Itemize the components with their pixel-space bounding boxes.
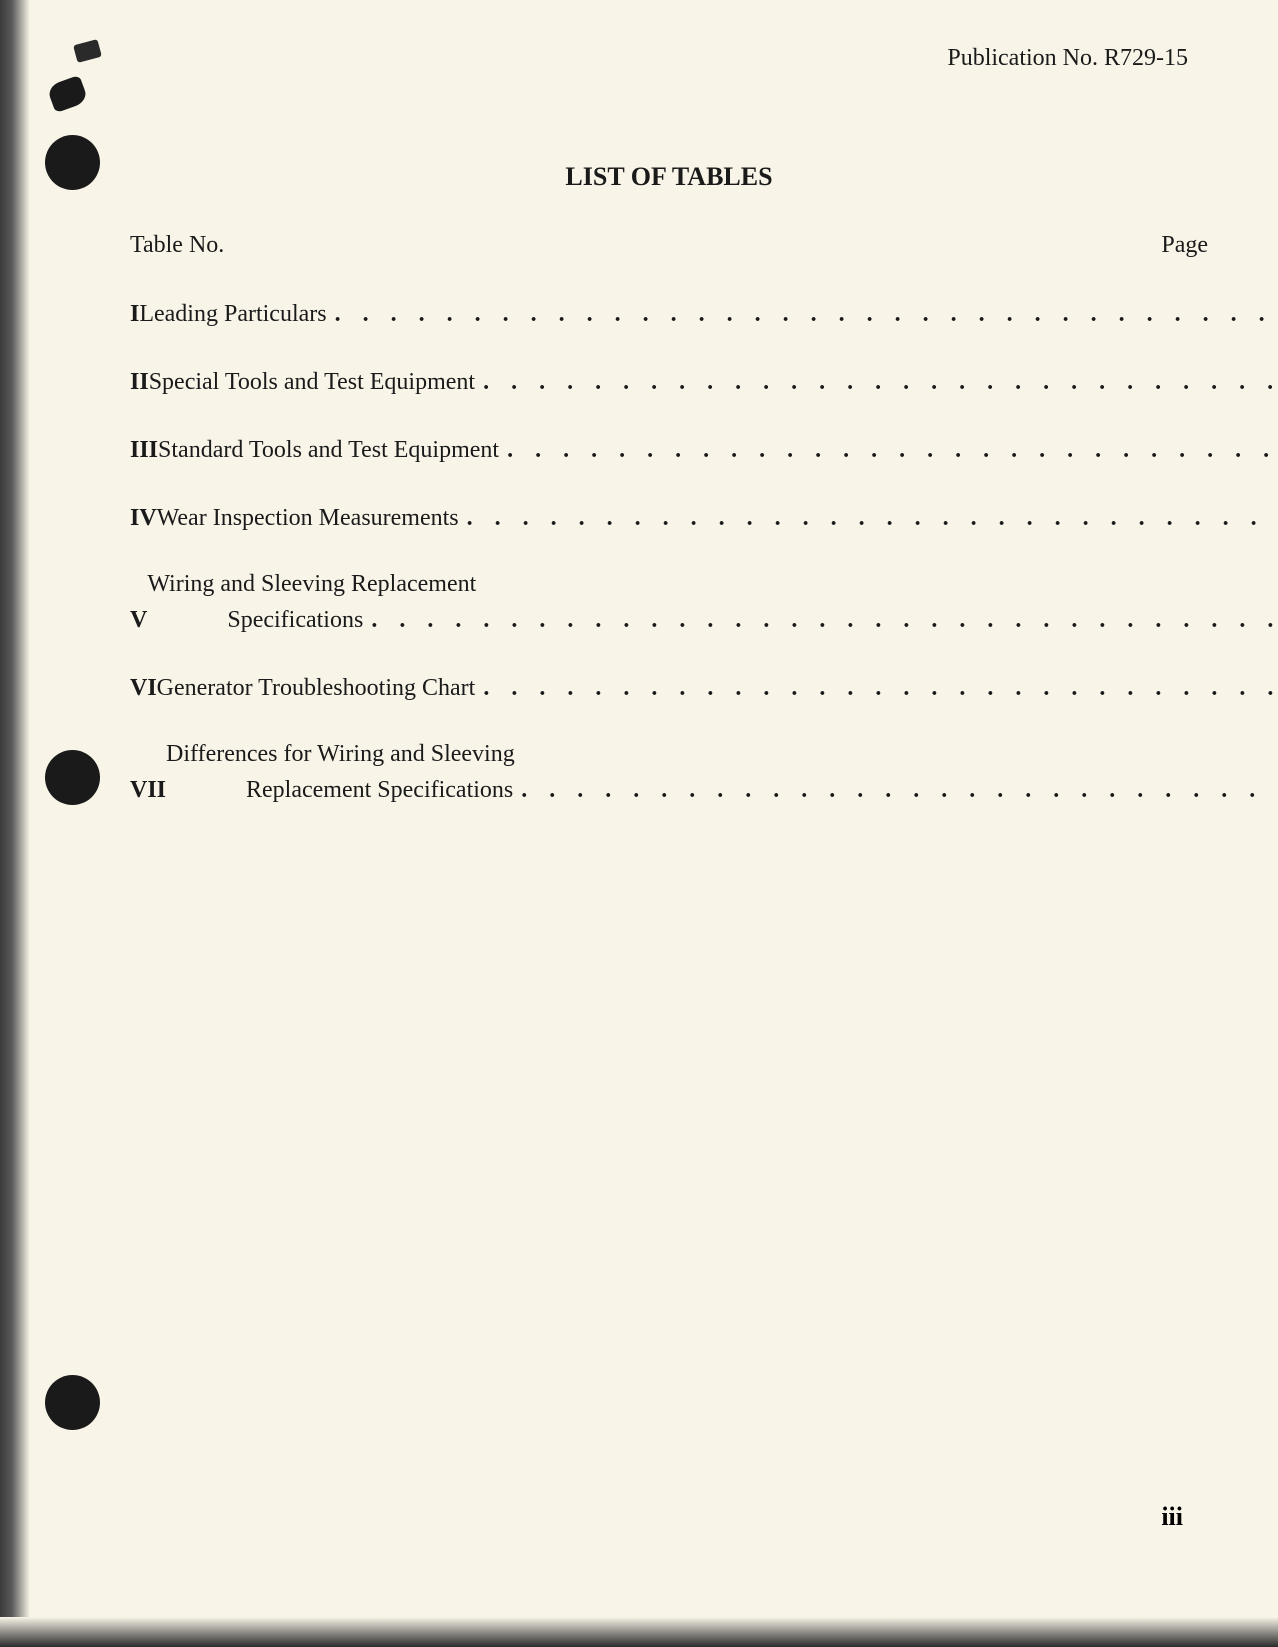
- document-content: Publication No. R729-15 LIST OF TABLES T…: [130, 45, 1208, 838]
- toc-entry-title-line: Differences for Wiring and Sleeving: [166, 736, 1278, 772]
- toc-entry-title-line: Special Tools and Test Equipment. . . . …: [149, 364, 1278, 400]
- toc-dot-leader: . . . . . . . . . . . . . . . . . . . . …: [483, 364, 1278, 400]
- toc-entry: ILeading Particulars. . . . . . . . . . …: [130, 294, 1208, 332]
- toc-entry-title-wrap: Wear Inspection Measurements. . . . . . …: [157, 500, 1278, 536]
- toc-dot-leader: . . . . . . . . . . . . . . . . . . . . …: [507, 432, 1278, 468]
- document-page: Publication No. R729-15 LIST OF TABLES T…: [0, 0, 1278, 1647]
- header-spacer: [310, 232, 1118, 259]
- toc-dot-leader: . . . . . . . . . . . . . . . . . . . . …: [371, 602, 1278, 638]
- scan-artifact-mark: [46, 75, 88, 113]
- toc-entry-title-wrap: Generator Troubleshooting Chart. . . . .…: [157, 670, 1278, 706]
- punch-hole-icon: [45, 750, 100, 805]
- toc-entry: VWiring and Sleeving ReplacementSpecific…: [130, 566, 1208, 638]
- toc-entry-number: VII: [130, 770, 166, 808]
- toc-dot-leader: . . . . . . . . . . . . . . . . . . . . …: [483, 670, 1278, 706]
- toc-dot-leader: . . . . . . . . . . . . . . . . . . . . …: [467, 500, 1278, 536]
- punch-hole-icon: [45, 135, 100, 190]
- toc-entry-title-text: Replacement Specifications: [246, 772, 521, 808]
- toc-entry-title-line: Specifications. . . . . . . . . . . . . …: [147, 602, 1278, 638]
- toc-entry: IISpecial Tools and Test Equipment. . . …: [130, 362, 1208, 400]
- toc-entry-title-text: Differences for Wiring and Sleeving: [166, 736, 523, 772]
- page-left-edge-shadow: [0, 0, 30, 1647]
- toc-entry-title-line: Leading Particulars. . . . . . . . . . .…: [139, 296, 1278, 332]
- toc-entry-number: V: [130, 600, 147, 638]
- toc-entry-number: I: [130, 294, 139, 332]
- toc-entry-number: IV: [130, 498, 157, 536]
- toc-entry-number: VI: [130, 668, 157, 706]
- toc-entry: IVWear Inspection Measurements. . . . . …: [130, 498, 1208, 536]
- toc-entry-title-wrap: Wiring and Sleeving ReplacementSpecifica…: [147, 566, 1278, 638]
- toc-entry: IIIStandard Tools and Test Equipment. . …: [130, 430, 1208, 468]
- toc-entry-title-wrap: Leading Particulars. . . . . . . . . . .…: [139, 296, 1278, 332]
- toc-entry-title-wrap: Special Tools and Test Equipment. . . . …: [149, 364, 1278, 400]
- toc-entry-title-line: Wiring and Sleeving Replacement: [147, 566, 1278, 602]
- list-of-tables-title: LIST OF TABLES: [130, 162, 1208, 192]
- toc-entry-title-text: Wear Inspection Measurements: [157, 500, 467, 536]
- toc-entry-title-text: Special Tools and Test Equipment: [149, 364, 483, 400]
- toc-entry: VIGenerator Troubleshooting Chart. . . .…: [130, 668, 1208, 706]
- toc-entry-title-text: Leading Particulars: [139, 296, 334, 332]
- scan-artifact-mark: [73, 39, 102, 63]
- toc-dot-leader: . . . . . . . . . . . . . . . . . . . . …: [335, 296, 1278, 332]
- header-table-no: Table No.: [130, 232, 310, 259]
- toc-entry-title-text: Specifications: [227, 602, 371, 638]
- toc-entry-title-text: Standard Tools and Test Equipment: [158, 432, 507, 468]
- toc-entry-title-text: Wiring and Sleeving Replacement: [147, 566, 484, 602]
- toc-dot-leader: . . . . . . . . . . . . . . . . . . . . …: [521, 772, 1278, 808]
- punch-hole-icon: [45, 1375, 100, 1430]
- toc-entry-title-line: Standard Tools and Test Equipment. . . .…: [158, 432, 1278, 468]
- publication-number: Publication No. R729-15: [130, 45, 1208, 72]
- toc-header-row: Table No. Page: [130, 232, 1208, 259]
- toc-entry-title-wrap: Differences for Wiring and SleevingRepla…: [166, 736, 1278, 808]
- page-number: iii: [1161, 1502, 1183, 1532]
- toc-list: ILeading Particulars. . . . . . . . . . …: [130, 294, 1208, 808]
- toc-entry-title-line: Replacement Specifications. . . . . . . …: [166, 772, 1278, 808]
- toc-entry-title-line: Generator Troubleshooting Chart. . . . .…: [157, 670, 1278, 706]
- toc-entry-number: II: [130, 362, 149, 400]
- page-bottom-edge-shadow: [0, 1617, 1278, 1647]
- toc-entry: VIIDifferences for Wiring and SleevingRe…: [130, 736, 1208, 808]
- toc-entry-title-wrap: Standard Tools and Test Equipment. . . .…: [158, 432, 1278, 468]
- toc-entry-title-text: Generator Troubleshooting Chart: [157, 670, 484, 706]
- header-page: Page: [1118, 232, 1208, 259]
- toc-entry-number: III: [130, 430, 158, 468]
- toc-entry-title-line: Wear Inspection Measurements. . . . . . …: [157, 500, 1278, 536]
